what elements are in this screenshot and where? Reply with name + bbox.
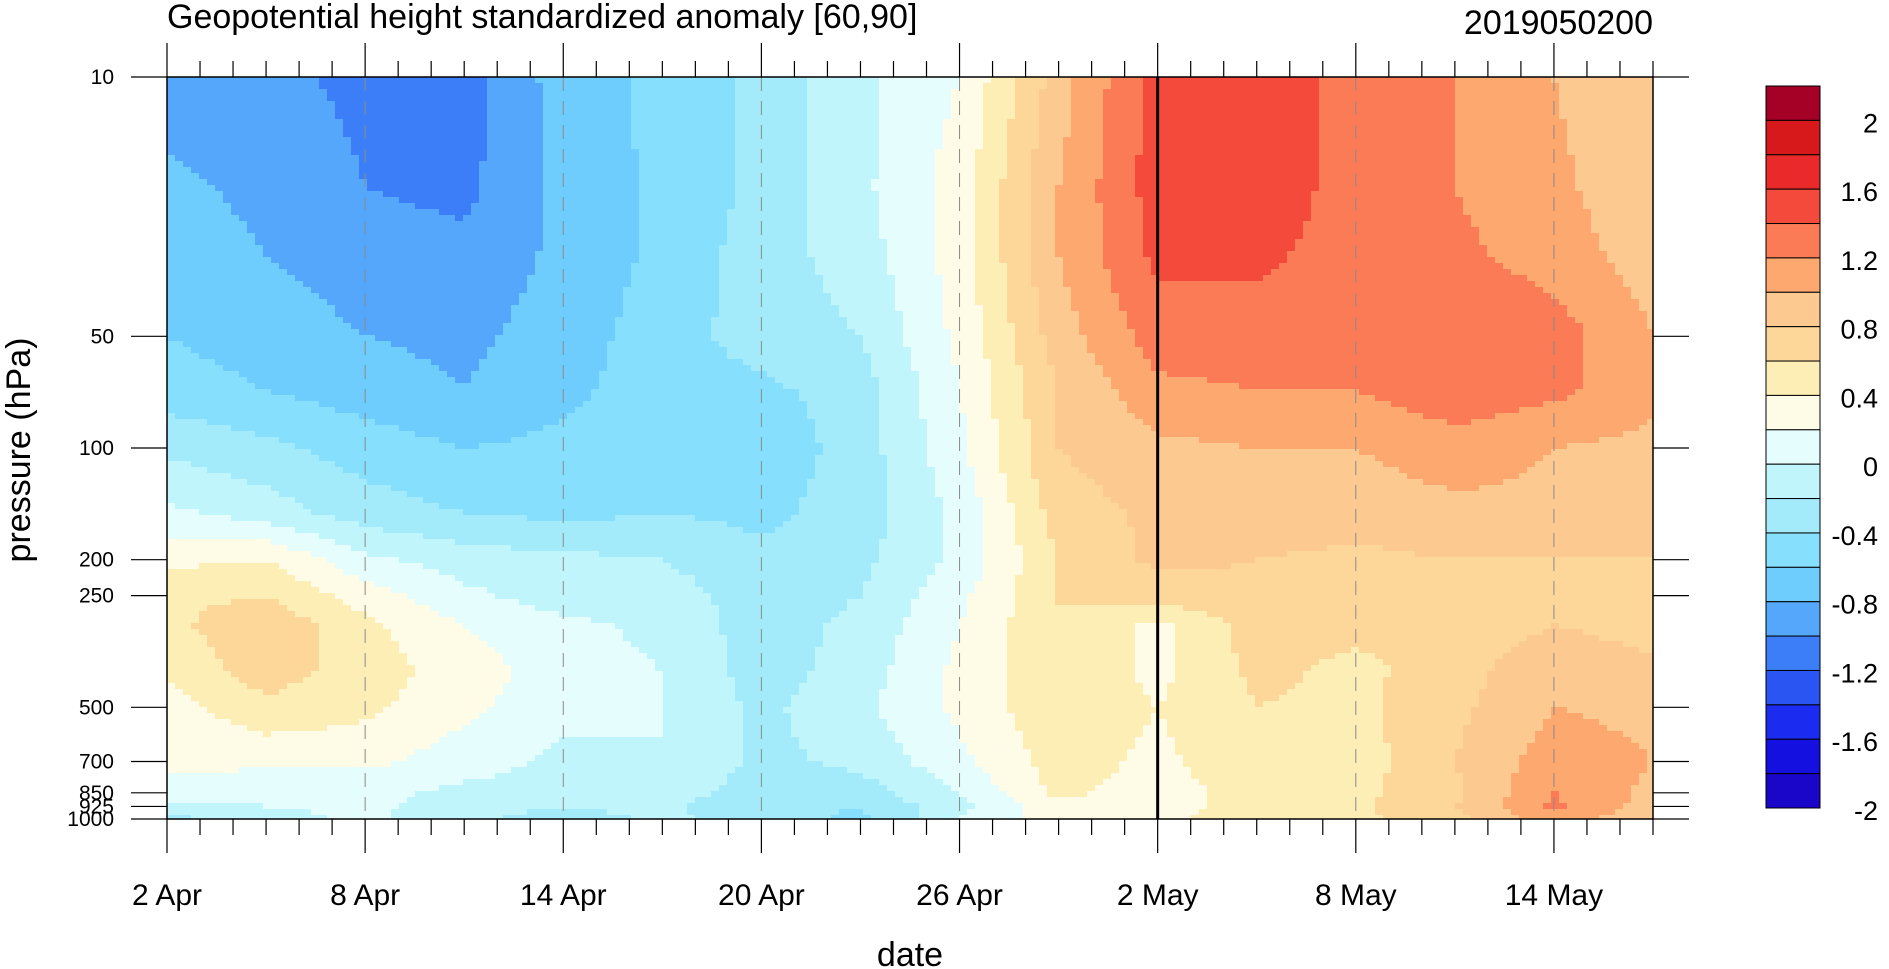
y-tick-label: 500 — [79, 696, 114, 719]
y-tick-label: 250 — [79, 585, 114, 608]
colorbar-swatch — [1766, 327, 1820, 361]
colorbar-swatch — [1766, 189, 1820, 223]
colorbar-swatch — [1766, 224, 1820, 258]
colorbar-swatch — [1766, 258, 1820, 292]
colorbar-swatch — [1766, 739, 1820, 773]
x-tick-label: 8 Apr — [330, 879, 400, 912]
contour-field — [167, 77, 1656, 822]
colorbar-swatch — [1766, 670, 1820, 704]
x-tick-label: 2 May — [1117, 879, 1199, 912]
colorbar-swatch — [1766, 464, 1820, 498]
x-tick-label: 14 May — [1505, 879, 1603, 912]
colorbar-swatch — [1766, 774, 1820, 808]
colorbar-label: -1.6 — [1831, 727, 1878, 757]
colorbar-swatch — [1766, 86, 1820, 120]
colorbar-label: 2 — [1863, 108, 1878, 138]
y-axis-label: pressure (hPa) — [0, 338, 38, 563]
colorbar-swatch — [1766, 361, 1820, 395]
colorbar-label: -0.4 — [1831, 521, 1878, 551]
colorbar-label: -0.8 — [1831, 590, 1878, 620]
colorbar-label: -1.2 — [1831, 658, 1878, 688]
y-tick-label: 100 — [79, 437, 114, 460]
colorbar-swatch — [1766, 292, 1820, 326]
chart-title: Geopotential height standardized anomaly… — [167, 0, 917, 36]
colorbar-swatch — [1766, 430, 1820, 464]
y-tick-label: 50 — [91, 325, 114, 348]
y-tick-label: 200 — [79, 549, 114, 572]
colorbar-swatch — [1766, 636, 1820, 670]
y-tick-label: 700 — [79, 751, 114, 774]
colorbar-label: 0.8 — [1840, 315, 1878, 345]
colorbar-label: 1.2 — [1840, 246, 1878, 276]
colorbar-label: 0.4 — [1840, 383, 1878, 413]
colorbar-swatch — [1766, 120, 1820, 154]
x-axis-label: date — [877, 936, 943, 969]
colorbar-swatch — [1766, 155, 1820, 189]
colorbar-label: 1.6 — [1840, 177, 1878, 207]
colorbar-swatch — [1766, 533, 1820, 567]
x-tick-label: 20 Apr — [718, 879, 805, 912]
colorbar-label: 0 — [1863, 452, 1878, 482]
colorbar-swatch — [1766, 395, 1820, 429]
colorbar-label: -2 — [1854, 796, 1878, 826]
x-tick-label: 26 Apr — [916, 879, 1003, 912]
y-tick-label: 10 — [91, 66, 114, 89]
colorbar-swatch — [1766, 567, 1820, 601]
y-tick-label: 1000 — [67, 808, 114, 831]
colorbar: 2 1.6 1.2 0.8 0.4 0 -0.4 -0.8 -1.2 -1.6 -2 — [1766, 86, 1878, 826]
x-tick-label: 2 Apr — [132, 879, 202, 912]
colorbar-swatch — [1766, 499, 1820, 533]
colorbar-swatch — [1766, 705, 1820, 739]
date-stamp: 2019050200 — [1464, 4, 1653, 42]
x-tick-label: 14 Apr — [520, 879, 607, 912]
x-tick-label: 8 May — [1315, 879, 1397, 912]
colorbar-swatch — [1766, 602, 1820, 636]
